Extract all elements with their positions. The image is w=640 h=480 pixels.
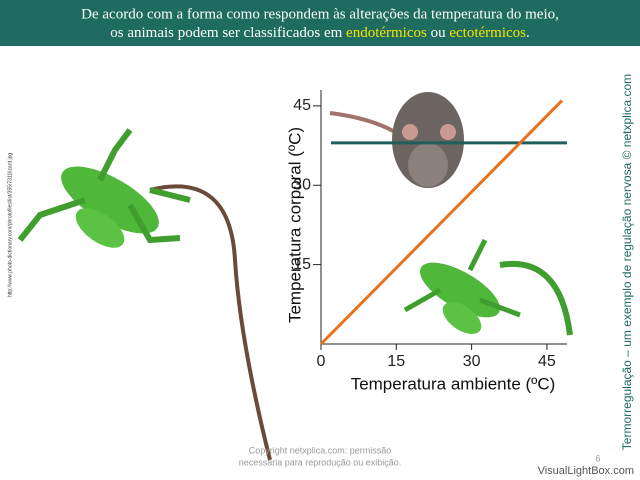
rat-image xyxy=(329,92,464,188)
chart: 15 30 45 0 15 30 45 Temperatura ambiente (ºC) Te… xyxy=(285,90,567,393)
lizard-image xyxy=(403,238,573,336)
y-axis-label: Temperatura corporal (ºC) xyxy=(285,127,304,323)
header-text: . xyxy=(526,25,530,41)
header-term: ectotérmicos xyxy=(449,25,526,41)
x-tick-label: 30 xyxy=(463,353,481,370)
header-text: os animais podem ser classificados em xyxy=(110,25,346,41)
x-tick-label: 0 xyxy=(317,353,326,370)
header-bar xyxy=(0,0,640,46)
side-text: Termorregulação – um exemplo de regulaçã… xyxy=(620,74,634,450)
page-number: 6 xyxy=(595,453,600,463)
copyright: necessária para reprodução ou exibição. xyxy=(239,457,402,467)
x-tick-label: 15 xyxy=(387,353,405,370)
header-line: De acordo com a forma como respondem às … xyxy=(81,6,559,22)
data-line xyxy=(319,99,564,346)
header-term: endotérmicos xyxy=(346,25,427,41)
y-tick-label: 15 xyxy=(293,256,311,273)
y-tick-label: 30 xyxy=(293,176,311,193)
header-line: os animais podem ser classificados em en… xyxy=(110,25,529,41)
watermark: VisualLightBox.com xyxy=(538,465,634,477)
y-tick-label: 45 xyxy=(293,97,311,114)
copyright: Copyright netxplica.com: permissão xyxy=(249,445,392,455)
x-tick-label: 45 xyxy=(538,353,556,370)
lizard-image xyxy=(17,128,272,461)
image-credit: http://www.photo-dictionary.com/phrotofi… xyxy=(7,153,13,298)
x-axis-label: Temperatura ambiente (ºC) xyxy=(351,374,556,393)
header-text: ou xyxy=(427,25,450,41)
